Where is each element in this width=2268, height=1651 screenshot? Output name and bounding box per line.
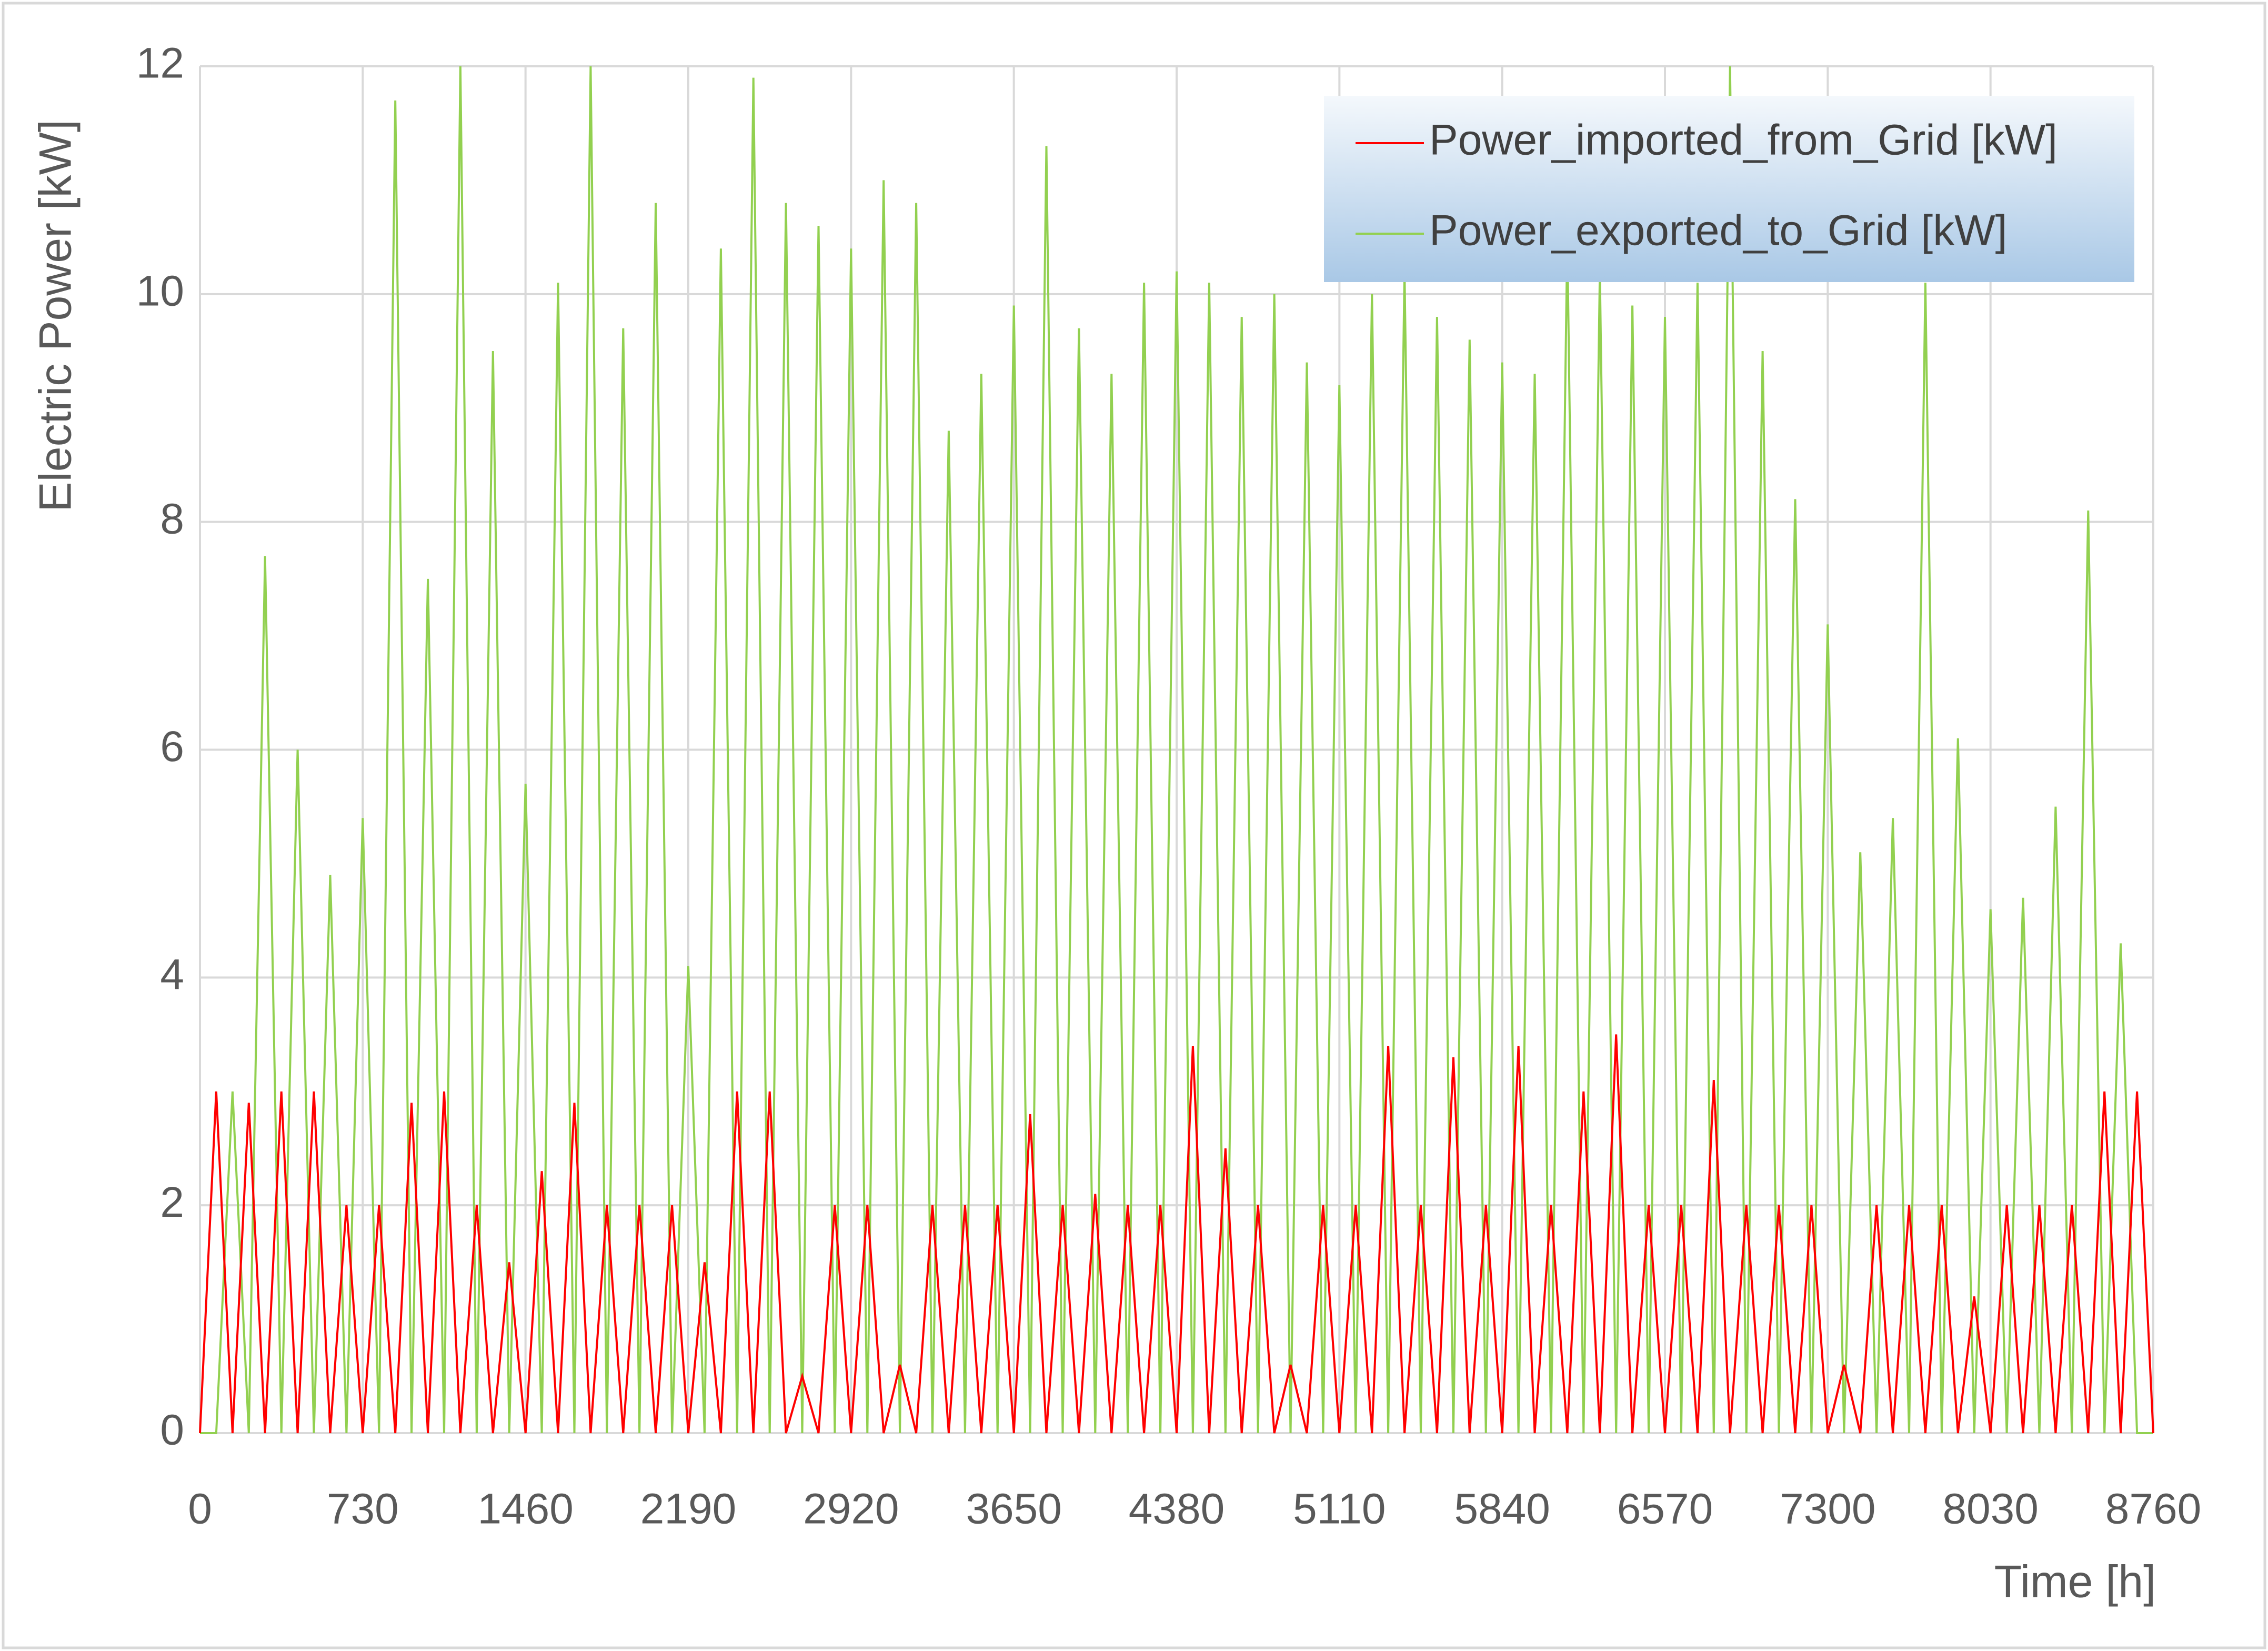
x-axis-title: Time [h] <box>1994 1557 2156 1607</box>
x-tick-label: 5110 <box>1293 1485 1386 1533</box>
y-tick-label: 8 <box>160 495 184 543</box>
legend-box <box>1324 96 2134 282</box>
series-line <box>200 66 2153 1434</box>
y-tick-label: 12 <box>136 39 184 87</box>
x-tick-label: 2920 <box>803 1485 899 1533</box>
x-tick-label: 3650 <box>966 1485 1061 1533</box>
x-tick-label: 4380 <box>1129 1485 1225 1533</box>
x-tick-label: 2190 <box>640 1485 736 1533</box>
x-tick-label: 8030 <box>1942 1485 2038 1533</box>
tick-labels: 0 2 4 6 8 10 12 0 730 1460 2190 2920 3650 4380 5110 584… <box>136 39 2201 1533</box>
x-tick-label: 7300 <box>1780 1485 1875 1533</box>
y-tick-label: 4 <box>160 950 184 998</box>
legend-label: Power_imported_from_Grid [kW] <box>1429 116 2058 164</box>
plot-lines <box>199 66 2154 1434</box>
x-tick-label: 5840 <box>1454 1485 1550 1533</box>
y-tick-label: 10 <box>136 267 184 315</box>
legend-label: Power_exported_to_Grid [kW] <box>1429 207 2007 255</box>
x-tick-label: 1460 <box>477 1485 573 1533</box>
y-tick-label: 6 <box>160 723 184 771</box>
x-tick-label: 0 <box>188 1485 212 1533</box>
y-tick-label: 2 <box>160 1178 184 1226</box>
x-tick-label: 6570 <box>1617 1485 1713 1533</box>
x-tick-label: 730 <box>327 1485 399 1533</box>
y-axis-title: Electric Power [kW] <box>31 119 81 512</box>
legend: Power_imported_from_Grid [kW] Power_expor… <box>1324 96 2134 282</box>
series-line <box>199 1034 2154 1434</box>
x-tick-label: 8760 <box>2105 1485 2201 1533</box>
y-tick-label: 0 <box>160 1406 184 1454</box>
